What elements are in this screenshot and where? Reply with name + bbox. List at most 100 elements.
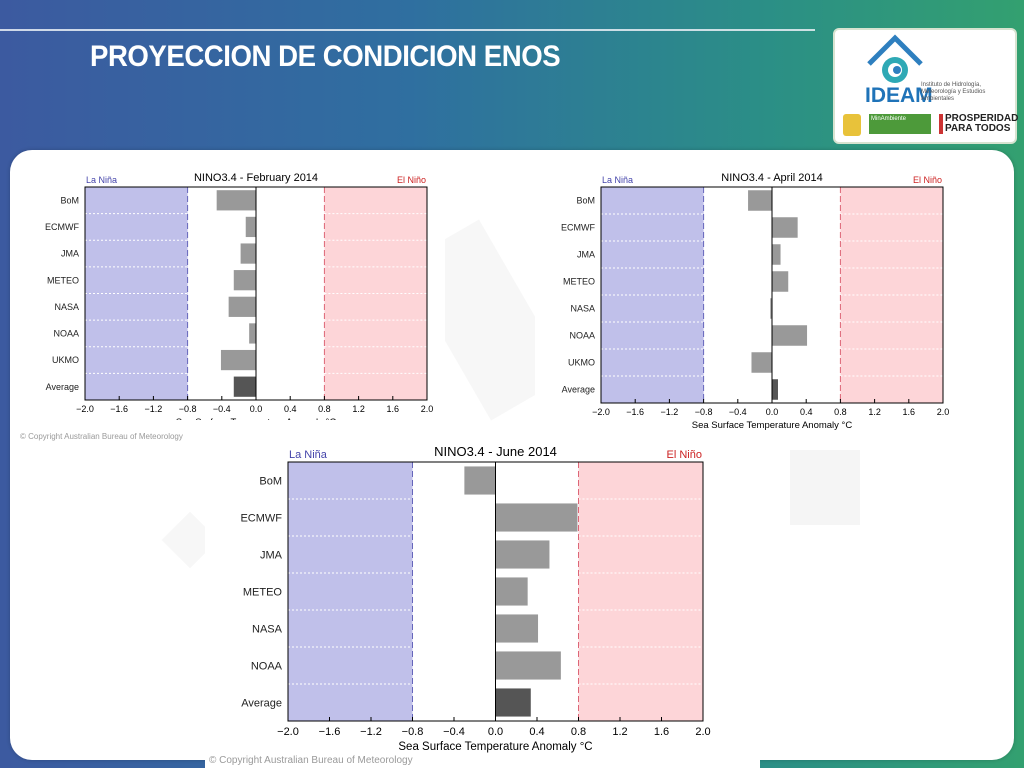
x-tick-label: 1.6 xyxy=(387,404,400,414)
x-tick-label: −2.0 xyxy=(592,407,610,417)
chart-june-svg: BoM ECMWF JMA METEO NASA NOAA Average −2.0 −1.6 −… xyxy=(240,444,710,753)
bar-ecmwf xyxy=(245,216,256,238)
bar-noaa xyxy=(495,651,561,680)
category-label: NOAA xyxy=(53,329,79,339)
la-nina-label: La Niña xyxy=(602,175,633,185)
x-tick-label: 0.0 xyxy=(766,407,779,417)
chart-title: NINO3.4 - April 2014 xyxy=(721,172,823,184)
bar-nasa xyxy=(770,298,772,319)
watermark-shape xyxy=(790,450,860,525)
bar-meteo xyxy=(233,270,256,291)
chart-february-svg: BoM ECMWF JMA METEO NASA NOAA UKMO Average −2.0 −… xyxy=(45,172,434,420)
category-label: BoM xyxy=(259,475,282,487)
bar-bom xyxy=(464,466,496,495)
x-tick-label: −2.0 xyxy=(76,404,94,414)
x-tick-label: −0.8 xyxy=(695,407,713,417)
page-title: PROYECCION DE CONDICION ENOS xyxy=(90,40,561,73)
bar-ukmo xyxy=(220,349,256,371)
category-label: METEO xyxy=(47,275,79,285)
bar-average xyxy=(772,379,778,400)
ideam-emblem-icon xyxy=(867,34,923,83)
flag-bar-icon xyxy=(939,114,943,134)
x-tick-label: 2.0 xyxy=(695,726,710,738)
x-tick-label: −2.0 xyxy=(277,726,299,738)
x-tick-label: −0.8 xyxy=(402,726,424,738)
el-nino-label: El Niño xyxy=(667,449,702,461)
ideam-subtitle: Instituto de Hidrología, Meteorología y … xyxy=(921,82,986,102)
x-tick-label: −1.2 xyxy=(661,407,679,417)
category-label: NOAA xyxy=(569,331,595,341)
x-tick-label: −1.6 xyxy=(319,726,341,738)
chart-february: BoM ECMWF JMA METEO NASA NOAA UKMO Average −2.0 −… xyxy=(20,165,445,420)
el-nino-region xyxy=(324,187,427,400)
x-tick-label: 0.8 xyxy=(318,404,331,414)
category-label: BoM xyxy=(60,195,79,205)
x-tick-label: −1.2 xyxy=(145,404,163,414)
bar-jma xyxy=(495,540,550,569)
ideam-name: IDEAM xyxy=(865,84,933,107)
el-nino-region xyxy=(840,187,943,403)
x-tick-label: 2.0 xyxy=(421,404,434,414)
x-axis-title: Sea Surface Temperature Anomaly °C xyxy=(398,741,592,753)
ideam-logo: IDEAM Instituto de Hidrología, Meteorolo… xyxy=(833,28,1019,144)
category-label: Average xyxy=(241,697,282,709)
category-label: BoM xyxy=(576,196,595,206)
category-label: Average xyxy=(562,385,595,395)
category-label: JMA xyxy=(260,549,283,561)
category-label: NASA xyxy=(570,304,595,314)
category-label: NASA xyxy=(54,302,79,312)
colombia-shield-icon xyxy=(843,114,861,136)
category-label: NOAA xyxy=(251,660,283,672)
x-tick-label: 0.0 xyxy=(250,404,263,414)
x-axis-title: Sea Surface Temperature Anomaly °C xyxy=(176,417,337,420)
x-tick-label: −1.6 xyxy=(110,404,128,414)
la-nina-region xyxy=(288,462,413,721)
x-tick-label: 1.2 xyxy=(352,404,365,414)
la-nina-region xyxy=(85,187,188,400)
category-label: JMA xyxy=(577,250,595,260)
el-nino-region xyxy=(578,462,703,721)
x-tick-label: 1.6 xyxy=(903,407,916,417)
copyright-june: © Copyright Australian Bureau of Meteoro… xyxy=(209,755,413,766)
bar-nasa xyxy=(495,614,539,643)
la-nina-label: La Niña xyxy=(289,449,328,461)
bar-nasa xyxy=(228,296,256,317)
bar-bom xyxy=(216,190,256,211)
x-tick-label: 1.2 xyxy=(612,726,627,738)
chart-june: BoM ECMWF JMA METEO NASA NOAA Average −2.0 −1.6 −… xyxy=(205,440,760,768)
prosperidad-text: PROSPERIDAD PARA TODOS xyxy=(945,113,1019,134)
x-tick-label: −0.4 xyxy=(729,407,747,417)
x-tick-label: 0.4 xyxy=(284,404,297,414)
x-axis-title: Sea Surface Temperature Anomaly °C xyxy=(692,420,853,430)
bar-bom xyxy=(748,190,772,211)
ministry-badge: MinAmbiente xyxy=(869,114,931,134)
chart-title: NINO3.4 - February 2014 xyxy=(194,172,318,184)
x-tick-label: 1.6 xyxy=(654,726,669,738)
x-tick-label: −0.4 xyxy=(443,726,465,738)
x-tick-label: 2.0 xyxy=(937,407,950,417)
x-tick-label: 1.2 xyxy=(868,407,881,417)
header-rule xyxy=(0,29,815,31)
category-label: ECMWF xyxy=(240,512,282,524)
bar-noaa xyxy=(772,325,808,346)
category-label: JMA xyxy=(61,249,79,259)
category-label: UKMO xyxy=(568,358,595,368)
bar-ecmwf xyxy=(772,217,798,238)
category-label: Average xyxy=(46,382,79,392)
x-tick-label: −1.6 xyxy=(626,407,644,417)
category-label: UKMO xyxy=(52,355,79,365)
x-tick-label: −1.2 xyxy=(360,726,382,738)
x-tick-label: 0.4 xyxy=(800,407,813,417)
prosperidad-logo: PROSPERIDAD PARA TODOS xyxy=(939,113,1019,134)
x-tick-label: 0.8 xyxy=(834,407,847,417)
la-nina-region xyxy=(601,187,704,403)
copyright-february: © Copyright Australian Bureau of Meteoro… xyxy=(20,432,183,441)
category-label: ECMWF xyxy=(45,222,79,232)
category-label: METEO xyxy=(563,277,595,287)
chart-title: NINO3.4 - June 2014 xyxy=(434,444,557,459)
bar-ukmo xyxy=(751,352,772,373)
x-tick-label: 0.0 xyxy=(488,726,503,738)
x-tick-label: 0.8 xyxy=(571,726,586,738)
el-nino-label: El Niño xyxy=(913,175,942,185)
la-nina-label: La Niña xyxy=(86,175,117,185)
